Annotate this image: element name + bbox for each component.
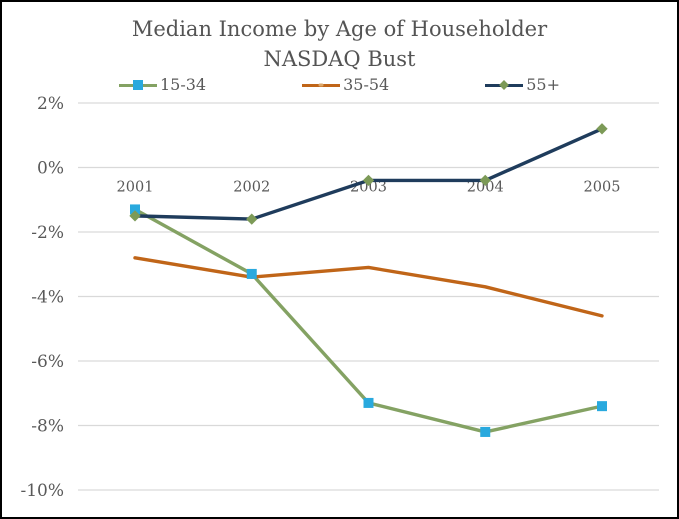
y-tick-label: 0% xyxy=(37,159,64,179)
legend-item-35-54: 35-54 xyxy=(302,75,389,94)
marker-55+-2003 xyxy=(362,174,375,187)
marker-55+-2005 xyxy=(596,123,608,135)
legend-swatch-15-34 xyxy=(118,79,157,91)
legend-label: 55+ xyxy=(526,75,560,94)
x-tick-label: 2005 xyxy=(584,180,621,196)
chart-title-block: Median Income by Age of Householder NASD… xyxy=(2,14,677,74)
series-line-55+ xyxy=(133,127,604,221)
marker-55+-2004 xyxy=(479,174,491,187)
x-tick-label: 2001 xyxy=(117,180,154,196)
marker-15-34-2004 xyxy=(480,426,491,437)
legend-item-55plus: 55+ xyxy=(485,75,560,94)
legend-square-marker-icon xyxy=(132,79,143,90)
y-tick-label: -2% xyxy=(31,223,64,243)
y-tick-label: 2% xyxy=(37,94,64,114)
legend-swatch-55plus xyxy=(485,79,524,91)
marker-15-34-2001 xyxy=(130,204,140,215)
chart-legend: 15-34 35-54 55+ xyxy=(2,75,677,94)
x-tick-label: 2004 xyxy=(467,180,504,196)
series-line-35-54 xyxy=(133,256,604,318)
legend-dot-marker-icon xyxy=(318,83,324,86)
x-tick-label: 2002 xyxy=(233,180,270,196)
marker-55+-2001 xyxy=(129,210,141,222)
legend-item-15-34: 15-34 xyxy=(118,75,207,94)
marker-55+-2002 xyxy=(246,213,258,225)
chart-subtitle: NASDAQ Bust xyxy=(263,47,416,71)
legend-label: 35-54 xyxy=(343,75,390,94)
marker-15-34-2003 xyxy=(363,397,374,408)
chart-title: Median Income by Age of Householder xyxy=(131,17,548,41)
legend-label: 15-34 xyxy=(159,75,207,94)
y-tick-label: -8% xyxy=(31,417,64,437)
legend-swatch-35-54 xyxy=(302,79,341,91)
y-tick-label: -10% xyxy=(20,481,64,501)
marker-15-34-2002 xyxy=(246,268,257,279)
marker-15-34-2005 xyxy=(597,401,607,412)
y-tick-label: -4% xyxy=(31,288,64,308)
y-tick-label: -6% xyxy=(31,352,64,372)
